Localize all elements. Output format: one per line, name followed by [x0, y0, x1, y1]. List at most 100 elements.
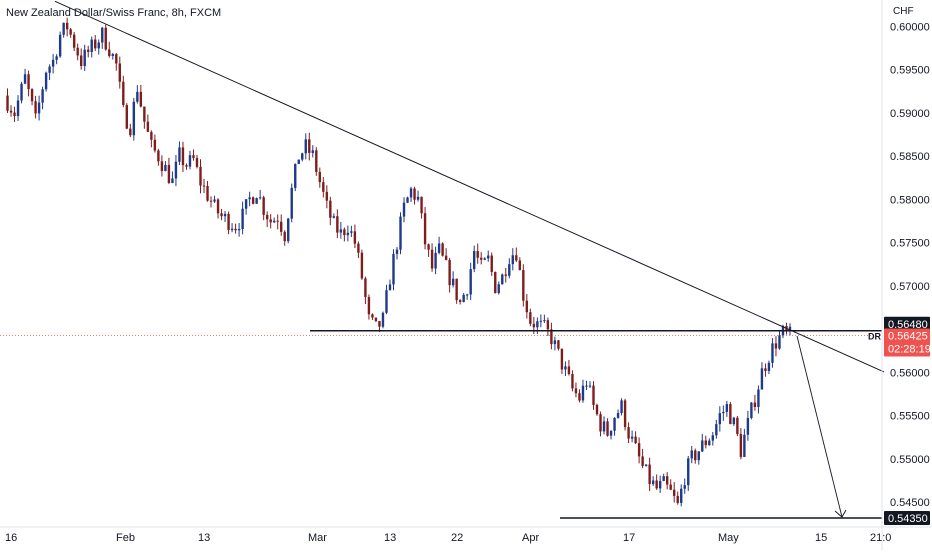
candle-body	[283, 231, 286, 242]
candle-body	[318, 171, 322, 183]
candle-body	[6, 95, 9, 111]
candle-body	[360, 252, 364, 279]
candle-body	[94, 39, 97, 49]
resistance-price-tag-bg	[884, 316, 930, 331]
candle-body	[132, 101, 136, 136]
candle-body	[788, 326, 792, 331]
candle-body	[609, 430, 613, 436]
candle-body	[322, 182, 325, 192]
candle-body	[543, 320, 546, 322]
candle-body	[557, 340, 560, 349]
candle-body	[669, 484, 672, 490]
candle-body	[171, 178, 174, 183]
candle-body	[767, 362, 771, 371]
candle-body	[694, 450, 697, 461]
candle-body	[687, 458, 690, 486]
candle-body	[118, 63, 121, 82]
price-tick-label: 0.59000	[890, 108, 930, 120]
candle-body	[304, 139, 307, 154]
candle-body	[525, 300, 529, 313]
candle-body	[420, 196, 423, 214]
current-price-tag-bg	[884, 328, 930, 357]
candle-body	[483, 258, 486, 260]
candle-body	[760, 368, 764, 390]
candle-body	[553, 340, 557, 345]
candle-body	[764, 368, 767, 371]
candle-body	[108, 49, 111, 56]
candle-body	[55, 56, 58, 60]
candle-body	[651, 480, 655, 485]
candle-body	[13, 112, 16, 117]
candle-body	[227, 213, 230, 230]
candle-body	[262, 197, 265, 215]
price-tick-label: 0.58500	[890, 151, 930, 163]
candle-body	[472, 250, 476, 270]
candle-body	[630, 436, 634, 439]
candle-body	[532, 323, 536, 328]
candle-body	[497, 284, 500, 293]
candle-body	[62, 22, 65, 35]
candle-body	[757, 389, 760, 408]
candle-body	[399, 216, 402, 250]
candle-body	[437, 243, 441, 253]
candle-body	[146, 121, 150, 132]
target-price-tag: 0.54350	[888, 513, 928, 525]
candle-body	[213, 199, 216, 202]
candle-body	[746, 417, 750, 435]
candle-body	[778, 335, 781, 349]
candle-body	[308, 139, 311, 153]
candle-body	[739, 433, 743, 457]
price-tick-label: 0.55500	[890, 411, 930, 423]
candle-body	[490, 255, 493, 272]
candle-body	[216, 199, 220, 214]
candle-body	[234, 228, 237, 231]
candle-body	[574, 388, 578, 394]
candle-body	[430, 249, 434, 269]
candle-body	[729, 404, 732, 425]
candle-body	[602, 421, 606, 432]
candle-body	[413, 188, 416, 200]
candle-body	[230, 228, 234, 230]
candle-body	[465, 294, 469, 296]
candle-body	[388, 284, 392, 291]
candle-body	[564, 366, 567, 370]
candle-body	[701, 440, 704, 452]
candle-body	[185, 165, 188, 167]
candle-body	[241, 208, 244, 230]
candle-body	[774, 343, 778, 349]
chart-title: New Zealand Dollar/Swiss Franc, 8h, FXCM	[6, 7, 222, 19]
candle-body	[188, 155, 192, 167]
candle-body	[174, 161, 178, 179]
candle-body	[613, 417, 616, 431]
time-tick-label: 13	[198, 532, 210, 544]
target-price-tag-bg	[884, 511, 930, 525]
projection-arrow	[796, 335, 843, 518]
candle-body	[725, 404, 729, 412]
candle-body	[683, 485, 686, 489]
candle-body	[339, 229, 343, 233]
candle-body	[476, 250, 479, 258]
currency-label: CHF	[893, 6, 914, 17]
candle-body	[501, 274, 504, 285]
candle-body	[181, 147, 185, 166]
candle-body	[444, 255, 448, 260]
candle-body	[518, 260, 522, 271]
candle-body	[164, 164, 167, 172]
candle-body	[315, 150, 318, 172]
candle-body	[111, 54, 114, 56]
price-tick-label: 0.59500	[890, 65, 930, 77]
candle-body	[606, 421, 609, 436]
candle-body	[641, 456, 644, 466]
candle-body	[529, 312, 532, 324]
candle-body	[374, 317, 378, 322]
candle-body	[157, 150, 160, 162]
price-tick-label: 0.56000	[890, 367, 930, 379]
candle-body	[209, 200, 213, 202]
candle-body	[265, 214, 269, 220]
candle-body	[357, 243, 360, 253]
candle-body	[195, 158, 199, 167]
candle-body	[115, 54, 118, 64]
candle-body	[416, 196, 420, 200]
